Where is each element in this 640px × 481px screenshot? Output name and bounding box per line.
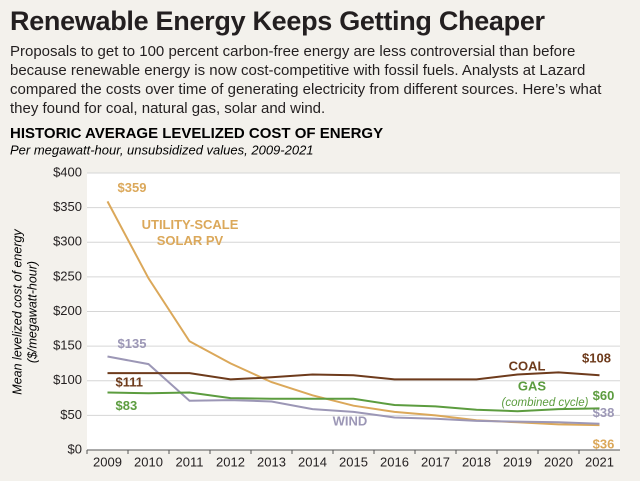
series-line	[107, 355, 600, 425]
x-tick-label: 2012	[216, 454, 245, 469]
page-title: Renewable Energy Keeps Getting Cheaper	[10, 6, 545, 36]
series-label: UTILITY-SCALE SOLAR PV	[141, 217, 239, 248]
y-tick-label: $100	[53, 372, 82, 387]
x-tick-label: 2021	[585, 454, 614, 469]
y-tick-label: $350	[53, 199, 82, 214]
value-label: $38	[593, 405, 615, 420]
x-tick-label: 2009	[93, 454, 122, 469]
x-tick-label: 2010	[134, 454, 163, 469]
series-note: (combined cycle)	[502, 397, 589, 409]
value-label: $83	[116, 398, 138, 413]
value-label: $108	[582, 351, 611, 366]
x-tick-label: 2018	[462, 454, 491, 469]
value-label: $135	[118, 336, 147, 351]
y-axis-label: Mean levelized cost of energy	[10, 229, 24, 395]
y-tick-label: $150	[53, 338, 82, 353]
x-tick-label: 2017	[421, 454, 450, 469]
series-label: COAL	[509, 358, 546, 373]
series-line	[107, 371, 600, 381]
series-label: GAS	[518, 378, 547, 393]
x-tick-label: 2015	[339, 454, 368, 469]
value-label: $111	[116, 375, 144, 390]
x-tick-label: 2011	[176, 454, 204, 469]
value-label: $60	[593, 388, 615, 403]
y-tick-label: $50	[60, 407, 82, 422]
chart-title: HISTORIC AVERAGE LEVELIZED COST OF ENERG…	[10, 125, 383, 142]
x-tick-label: 2016	[380, 454, 409, 469]
y-tick-label: $400	[53, 164, 82, 179]
y-tick-label: $0	[68, 441, 82, 456]
y-tick-label: $250	[53, 268, 82, 283]
y-axis-label: ($/megawatt-hour)	[25, 261, 39, 363]
x-tick-label: 2014	[298, 454, 327, 469]
value-label: $359	[118, 180, 147, 195]
value-label: $36	[593, 437, 615, 452]
x-tick-label: 2020	[544, 454, 573, 469]
y-tick-label: $300	[53, 234, 82, 249]
series-line	[107, 391, 600, 413]
x-tick-label: 2019	[503, 454, 532, 469]
y-tick-label: $200	[53, 303, 82, 318]
x-tick-label: 2013	[257, 454, 286, 469]
series-label: WIND	[333, 413, 368, 428]
chart-subtitle: Per megawatt-hour, unsubsidized values, …	[10, 142, 314, 157]
intro-text: Proposals to get to 100 percent carbon-f…	[10, 43, 602, 117]
